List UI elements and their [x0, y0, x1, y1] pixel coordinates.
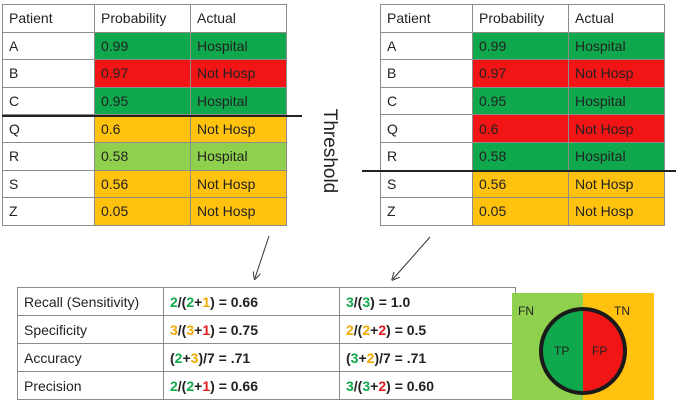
legend-ring: [539, 307, 627, 395]
probability-cell: 0.56: [472, 169, 569, 199]
left-threshold-line: [2, 115, 302, 117]
metric-label: Specificity: [17, 315, 164, 344]
right-arrow: [393, 236, 431, 279]
actual-cell: Not Hosp: [190, 197, 287, 226]
left-arrow: [255, 235, 270, 278]
probability-cell: 0.95: [94, 86, 191, 116]
table-row: Z 0.05 Not Hosp: [380, 197, 665, 226]
probability-cell: 0.99: [472, 31, 569, 61]
accuracy-right-formula: (3+2)/7 = .71: [339, 343, 516, 372]
metrics-row-specificity: Specificity 3/(3+1) = 0.75 2/(2+2) = 0.5: [17, 315, 516, 344]
table-row: C 0.95 Hospital: [380, 86, 665, 116]
table-row: R 0.58 Hospital: [380, 141, 665, 171]
table-row: A 0.99 Hospital: [380, 31, 665, 61]
probability-cell: 0.56: [94, 169, 191, 199]
fp-half: [583, 309, 625, 393]
patient-cell: Z: [2, 197, 95, 226]
header-patient: Patient: [2, 4, 95, 33]
left-patient-table: Patient Probability Actual A 0.99 Hospital…: [2, 4, 287, 226]
probability-cell: 0.97: [94, 59, 191, 88]
precision-left-formula: 2/(2+1) = 0.66: [163, 371, 340, 400]
recall-right-formula: 3/(3) = 1.0: [339, 287, 516, 316]
actual-cell: Not Hosp: [190, 114, 287, 143]
table-row: A 0.99 Hospital: [2, 31, 287, 61]
header-probability: Probability: [472, 4, 569, 33]
actual-cell: Hospital: [568, 31, 665, 61]
actual-cell: Not Hosp: [568, 59, 665, 88]
table-row: Z 0.05 Not Hosp: [2, 197, 287, 226]
probability-cell: 0.95: [472, 86, 569, 116]
table-row: B 0.97 Not Hosp: [380, 59, 665, 88]
table-row: S 0.56 Not Hosp: [380, 169, 665, 199]
patient-cell: Z: [380, 197, 473, 226]
right-patient-table: Patient Probability Actual A 0.99 Hospital…: [380, 4, 665, 226]
probability-cell: 0.05: [94, 197, 191, 226]
patient-cell: C: [380, 86, 473, 116]
probability-cell: 0.58: [472, 141, 569, 171]
precision-right-formula: 3/(3+2) = 0.60: [339, 371, 516, 400]
table-header-row: Patient Probability Actual: [2, 4, 287, 33]
header-actual: Actual: [568, 4, 665, 33]
patient-cell: R: [2, 141, 95, 171]
actual-cell: Hospital: [568, 141, 665, 171]
fn-label: FN: [518, 304, 534, 318]
table-row: B 0.97 Not Hosp: [2, 59, 287, 88]
actual-cell: Hospital: [190, 31, 287, 61]
threshold-label: Threshold: [319, 108, 340, 194]
metrics-row-recall: Recall (Sensitivity) 2/(2+1) = 0.66 3/(3…: [17, 287, 516, 316]
patient-cell: A: [380, 31, 473, 61]
patient-cell: B: [2, 59, 95, 88]
table-row: R 0.58 Hospital: [2, 141, 287, 171]
patient-cell: Q: [380, 114, 473, 143]
tn-label: TN: [614, 304, 630, 318]
table-header-row: Patient Probability Actual: [380, 4, 665, 33]
actual-cell: Not Hosp: [190, 59, 287, 88]
patient-cell: A: [2, 31, 95, 61]
actual-cell: Not Hosp: [568, 169, 665, 199]
right-threshold-line: [362, 170, 676, 172]
actual-cell: Hospital: [568, 86, 665, 116]
probability-cell: 0.6: [472, 114, 569, 143]
legend-circle: [539, 307, 627, 395]
recall-left-formula: 2/(2+1) = 0.66: [163, 287, 340, 316]
tp-half: [541, 309, 583, 393]
header-patient: Patient: [380, 4, 473, 33]
table-row: S 0.56 Not Hosp: [2, 169, 287, 199]
actual-cell: Not Hosp: [190, 169, 287, 199]
probability-cell: 0.97: [472, 59, 569, 88]
fp-label: FP: [592, 344, 608, 358]
table-row: Q 0.6 Not Hosp: [2, 114, 287, 143]
metric-label: Accuracy: [17, 343, 164, 372]
patient-cell: B: [380, 59, 473, 88]
metric-label: Precision: [17, 371, 164, 400]
actual-cell: Not Hosp: [568, 197, 665, 226]
probability-cell: 0.05: [472, 197, 569, 226]
header-actual: Actual: [190, 4, 287, 33]
header-probability: Probability: [94, 4, 191, 33]
patient-cell: Q: [2, 114, 95, 143]
probability-cell: 0.6: [94, 114, 191, 143]
metrics-row-accuracy: Accuracy (2+3)/7 = .71 (3+2)/7 = .71: [17, 343, 516, 372]
confusion-legend: FN TN TP FP: [512, 293, 654, 400]
metrics-row-precision: Precision 2/(2+1) = 0.66 3/(3+2) = 0.60: [17, 371, 516, 400]
specificity-left-formula: 3/(3+1) = 0.75: [163, 315, 340, 344]
probability-cell: 0.99: [94, 31, 191, 61]
metric-label: Recall (Sensitivity): [17, 287, 164, 316]
actual-cell: Not Hosp: [568, 114, 665, 143]
metrics-table: Recall (Sensitivity) 2/(2+1) = 0.66 3/(3…: [17, 287, 516, 400]
accuracy-left-formula: (2+3)/7 = .71: [163, 343, 340, 372]
table-row: Q 0.6 Not Hosp: [380, 114, 665, 143]
patient-cell: S: [2, 169, 95, 199]
specificity-right-formula: 2/(2+2) = 0.5: [339, 315, 516, 344]
patient-cell: R: [380, 141, 473, 171]
actual-cell: Hospital: [190, 86, 287, 116]
probability-cell: 0.58: [94, 141, 191, 171]
patient-cell: C: [2, 86, 95, 116]
patient-cell: S: [380, 169, 473, 199]
actual-cell: Hospital: [190, 141, 287, 171]
table-row: C 0.95 Hospital: [2, 86, 287, 116]
tp-label: TP: [554, 344, 570, 358]
